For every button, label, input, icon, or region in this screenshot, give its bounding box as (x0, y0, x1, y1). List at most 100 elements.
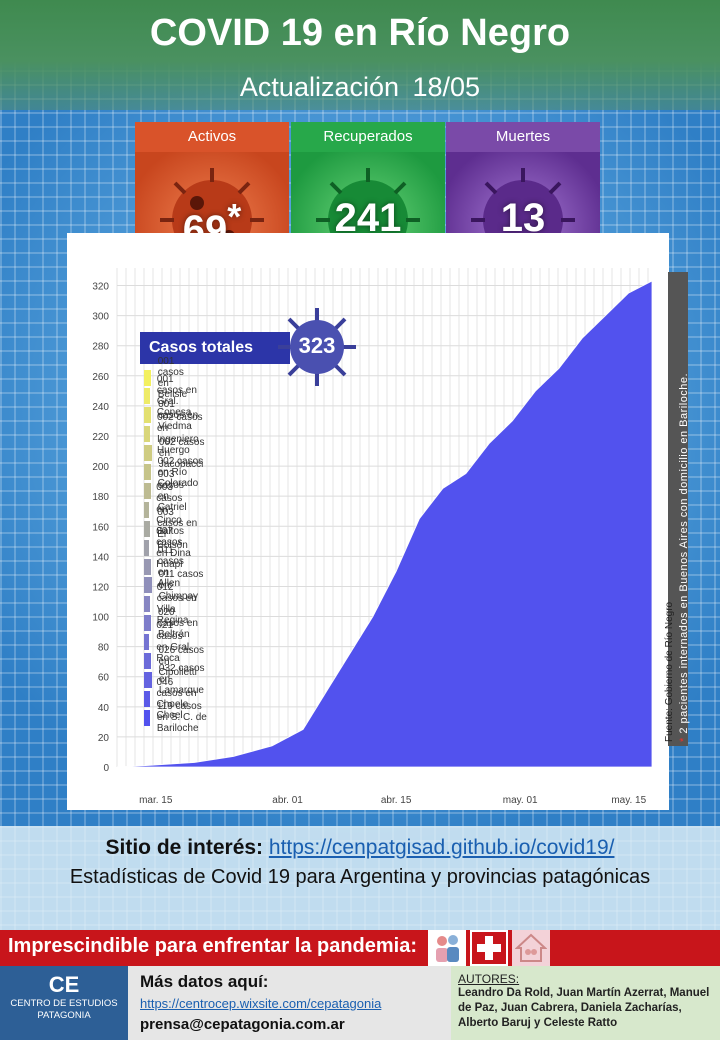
legend-item: 020 casos en Beltrán (144, 607, 199, 640)
banner-text: Imprescindible para enfrentar la pandemi… (8, 935, 418, 957)
legend-label: 021 casos en Gral. Roca (156, 620, 192, 665)
more-data-link[interactable]: https://centrocep.wixsite.com/cepatagoni… (140, 996, 382, 1011)
legend-swatch (144, 520, 151, 537)
chart-panel: 0 20 40 60 80 100 120 140 160 180 200 220 240 260 280 3… (67, 233, 669, 810)
legend-swatch (144, 482, 151, 499)
totals-label: Casos totales (140, 332, 290, 364)
legend-swatch (144, 577, 152, 594)
legend-item: 026 casos en Cipolletti (144, 645, 205, 678)
legend-swatch (144, 634, 150, 651)
side-note-bar (668, 272, 688, 746)
legend-item: 001 casos en Viedma (144, 399, 201, 432)
legend-swatch (144, 407, 152, 424)
legend-item: 012 casos en Villa Regina (144, 582, 199, 626)
home-icon (512, 930, 550, 966)
legend-item: 011 casos en Allen (144, 545, 193, 589)
legend-item: 001 casos en Gral. Conesa (144, 374, 201, 418)
legend-swatch (144, 539, 150, 556)
legend-label: 046 casos en Choele Choel (156, 676, 197, 721)
interest-line: Sitio de interés: https://cenpatgisad.gi… (0, 836, 720, 860)
stat-value: 241 (334, 196, 402, 240)
legend-swatch (144, 690, 150, 707)
legend-item: 046 casos en Choele Choel (144, 677, 199, 721)
legend-label: 002 casos en Ingeniero Huergo (156, 412, 203, 457)
source-note: Fuente: Gobierno de Río Negro (664, 601, 675, 742)
x-tick-label: abr. 15 (381, 795, 412, 806)
x-tick-label: abr. 01 (272, 795, 303, 806)
contact-email[interactable]: prensa@cepatagonia.com.ar (140, 1016, 345, 1033)
y-tick-label: 320 (92, 282, 109, 293)
virus-icon (278, 308, 356, 386)
legend-swatch (144, 615, 151, 632)
interest-link[interactable]: https://cenpatgisad.github.io/covid19/ (268, 836, 615, 859)
legend-swatch (144, 558, 151, 575)
series-area (116, 280, 653, 768)
page-title: COVID 19 en Río Negro (149, 12, 571, 54)
y-tick-label: 220 (92, 432, 109, 443)
legend-item: 002 casos en Ingeniero Huergo (144, 412, 209, 456)
header: COVID 19 en Río Negro Actualización 18/0… (0, 0, 720, 110)
legend-swatch (144, 388, 150, 405)
more-data-label: Más datos aquí: (140, 972, 269, 991)
legend-item: 001 casos en Belisle (144, 356, 196, 400)
interest-label: Sitio de interés: (105, 836, 264, 859)
legend-swatch (144, 426, 150, 443)
legend-label: 001 casos en Viedma (158, 398, 199, 432)
legend-label: 003 casos en El Bolsón (157, 506, 198, 551)
legend-label: 026 casos en Cipolletti (158, 644, 205, 678)
side-note: * 2 pacientes internados en Buenos Aires… (678, 372, 690, 742)
family-icon (428, 930, 466, 966)
y-tick-label: 300 (92, 312, 109, 323)
legend-item: 002 casos en Jacobacci (144, 437, 211, 470)
y-tick-label: 80 (98, 643, 110, 654)
legend-label: 020 casos en Beltrán (157, 606, 198, 640)
y-tick-label: 0 (103, 763, 109, 774)
x-tick-label: may. 01 (503, 795, 538, 806)
authors-box: AUTORES: Leandro Da Rold, Juan Martín Az… (451, 966, 720, 1040)
asterisk-note: * (227, 196, 242, 237)
legend-item: 021 casos en Gral. Roca (144, 620, 193, 664)
logo-mark: CE (48, 972, 80, 997)
y-tick-label: 60 (98, 673, 110, 684)
legend-label: 003 casos en Catriel (157, 468, 187, 513)
x-tick-label: may. 15 (611, 795, 646, 806)
legend-item: 007 casos en Dina Huapi (144, 526, 193, 570)
y-tick-label: 240 (92, 402, 109, 413)
stat-label: Recuperados (291, 122, 445, 152)
legend-label: 012 casos en Villa Regina (156, 582, 197, 627)
interest-description: Estadísticas de Covid 19 para Argentina … (69, 866, 651, 888)
legend-item: 003 casos en Catriel (144, 469, 196, 513)
logo-line2: PATAGONIA (37, 1010, 91, 1021)
legend-swatch (144, 501, 150, 518)
stacked-area-chart: 0 20 40 60 80 100 120 140 160 180 200 220 240 260 280 3… (92, 268, 653, 806)
totals-value: 323 (298, 333, 336, 358)
stat-label: Muertes (446, 122, 600, 152)
legend-swatch (144, 671, 152, 688)
legend-label: 119 casos en S. C. de Bariloche (156, 701, 207, 735)
health-cross-icon (470, 930, 508, 966)
legend-label: 001 casos en Gral. Conesa (156, 374, 197, 419)
legend-label: 007 casos en Dina Huapi (156, 525, 191, 570)
x-tick-label: mar. 15 (139, 795, 173, 806)
legend-swatch (144, 464, 151, 480)
y-tick-label: 200 (92, 462, 109, 473)
y-tick-label: 160 (92, 522, 109, 533)
legend-swatch (144, 445, 152, 462)
y-tick-label: 20 (98, 733, 110, 744)
legend-label: 001 casos en Belisle (157, 355, 188, 400)
y-tick-label: 120 (92, 582, 109, 593)
y-tick-label: 180 (92, 492, 109, 503)
legend-swatch (144, 709, 150, 726)
interest-section: Sitio de interés: https://cenpatgisad.gi… (0, 826, 720, 930)
y-tick-label: 280 (92, 342, 109, 353)
legend-swatch (144, 653, 152, 669)
stat-label: Activos (135, 122, 289, 152)
logo: CE CENTRO DE ESTUDIOS PATAGONIA (0, 966, 128, 1040)
y-tick-label: 100 (92, 613, 109, 624)
authors-list: Leandro Da Rold, Juan Martín Azerrat, Ma… (458, 987, 710, 1029)
authors-label: AUTORES: (458, 972, 520, 986)
banner-icons (428, 930, 550, 966)
legend-item: 032 casos en Lamarque (144, 663, 212, 696)
footer: CE CENTRO DE ESTUDIOS PATAGONIA Más dato… (0, 966, 720, 1040)
legend-label: 002 casos en Río Colorado (157, 455, 204, 489)
